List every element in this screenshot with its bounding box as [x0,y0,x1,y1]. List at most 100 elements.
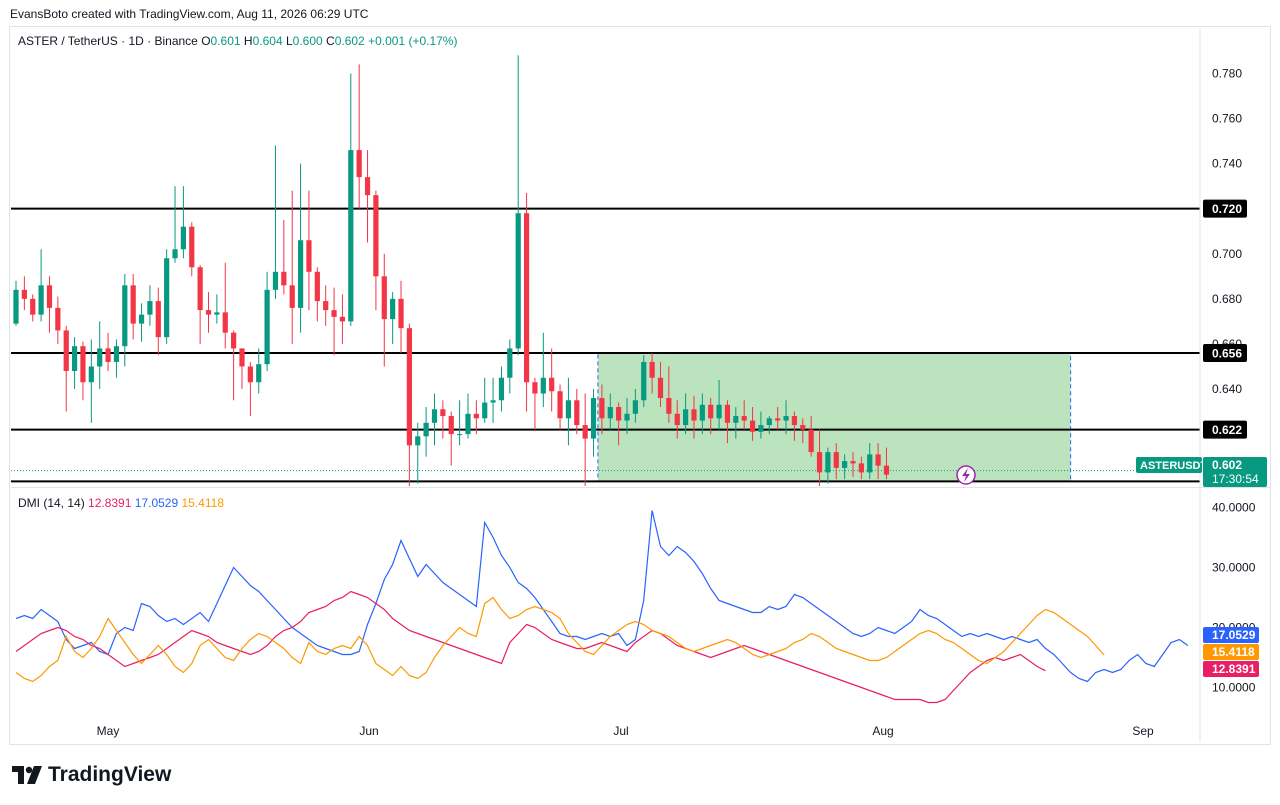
candle-body [398,298,404,329]
symbol-tag-label: ASTERUSDT [1140,460,1208,472]
dmi-plus-value: 17.0529 [134,496,179,510]
candle-body [97,348,103,367]
price-tick-label: 0.680 [1212,292,1242,306]
candle-body [80,346,86,383]
candle-body [850,461,856,464]
candle-body [272,271,279,290]
candle-body [155,301,161,338]
candle-body [582,425,588,439]
price-tick-label: 0.640 [1212,382,1242,396]
level-price-tag [1203,343,1247,362]
candle-body [448,416,454,435]
time-axis-label: Aug [872,724,893,738]
candle-body [431,409,438,423]
candle-body [331,310,337,317]
candle-body [515,213,521,349]
dmi-series-line [15,510,1189,683]
candle-body [716,404,722,419]
symbol-name[interactable]: ASTER / TetherUS · 1D · Binance [18,34,198,48]
candle-body [297,240,304,308]
candle-body [875,454,881,466]
open-label: O [201,34,211,48]
candle-body [482,402,488,419]
level-price-tag [1203,420,1247,439]
candle-body [390,298,396,320]
alert-lightning-icon[interactable] [956,465,976,485]
candle-body [607,407,613,419]
dmi-tick-label: 40.0000 [1212,501,1256,515]
candle-body [314,271,320,302]
candle-body [423,422,429,437]
close-label: C [326,34,335,48]
time-axis-label: Jun [359,724,378,738]
candle-body [641,361,647,401]
level-price-tag-label: 0.656 [1212,346,1242,360]
candle-body [565,400,572,419]
candle-body [239,348,245,367]
candle-body [63,330,69,371]
candle-body [373,195,379,277]
symbol-tag [1136,457,1202,473]
candle-body [741,416,747,421]
level-price-tag [1203,199,1247,218]
candle-body [339,316,346,322]
dmi-series-line [15,596,1105,683]
candle-body [749,420,756,432]
candle-body [189,226,195,268]
close-value: 0.602 [334,34,365,48]
low-value: 0.600 [292,34,323,48]
candle-body [247,366,253,383]
candle-body [30,298,36,315]
dmi-minus-value: 12.8391 [88,496,132,510]
dmi-value-tag [1203,661,1259,677]
candle-body [867,454,873,473]
candle-body [775,418,781,421]
level-price-tag-label: 0.622 [1212,423,1242,437]
candle-body [13,289,19,324]
price-tick-label: 0.700 [1212,247,1242,261]
dmi-value-tag [1203,644,1259,660]
dmi-tick-label: 30.0000 [1212,561,1256,575]
brand-name: TradingView [48,763,172,786]
candle-body [197,267,203,311]
candle-body [205,310,212,315]
candle-body [180,226,186,250]
candle-body [222,312,228,333]
candle-body [733,416,739,423]
price-tick-label: 0.740 [1212,157,1242,171]
symbol-legend: ASTER / TetherUS · 1D · Binance O0.601 H… [18,34,457,48]
dmi-value-tag [1203,627,1259,643]
candle-body [364,177,371,196]
candle-body [147,301,153,315]
candle-body [231,332,237,349]
candle-body [632,400,638,414]
candle-body [457,434,463,436]
candle-body [473,413,479,419]
candle-body [699,404,705,421]
attribution-text: EvansBoto created with TradingView.com, … [10,7,369,21]
level-price-tag-label: 0.720 [1212,202,1242,216]
candle-body [130,285,136,324]
tradingview-logo-icon [12,766,42,784]
candle-body [557,391,563,419]
high-label: H [243,34,253,48]
candle-body [498,377,505,401]
dmi-name[interactable]: DMI (14, 14) [18,496,85,510]
tradingview-logo[interactable]: TradingView [12,763,171,787]
candle-body [55,307,61,331]
candle-body [842,461,848,468]
candle-body [825,452,831,473]
candle-body [724,404,731,423]
candle-body [465,413,471,435]
candle-body [858,463,864,473]
candle-body [507,348,513,378]
current-price-value: 0.602 [1212,458,1242,472]
candle-body [281,271,287,286]
high-value: 0.604 [252,34,283,48]
candle-body [800,425,806,430]
candle-body [356,150,362,178]
dmi-series-line [15,590,1046,704]
candle-body [624,413,630,421]
candle-body [540,377,546,394]
